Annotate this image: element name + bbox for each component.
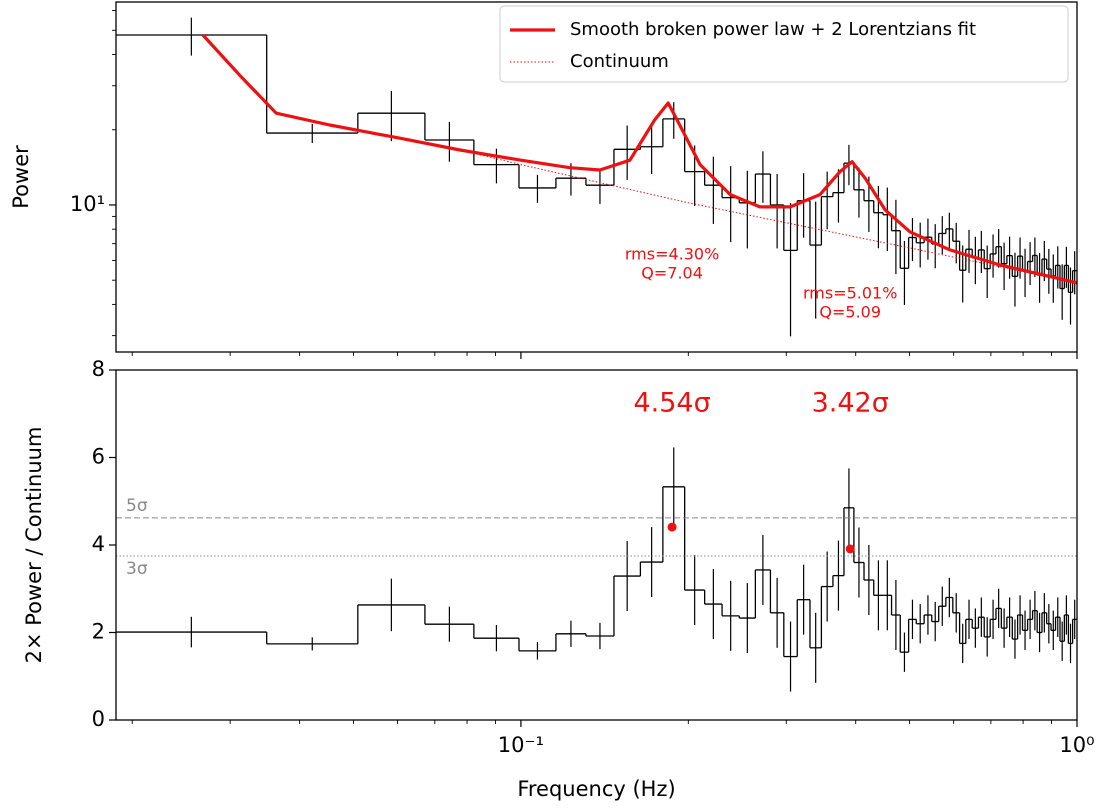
y-tick-label: 8	[92, 357, 105, 381]
fit-annotation: rms=4.30%	[625, 245, 719, 264]
significance-label: 3.42σ	[812, 388, 889, 419]
legend-box	[499, 5, 1069, 83]
model-curve	[202, 34, 1077, 284]
x-tick-label: 10⁰	[1059, 733, 1094, 757]
y-tick-label: 2	[92, 620, 105, 644]
plot-area	[116, 17, 1077, 337]
y-tick-label: 6	[92, 445, 105, 469]
significance-label: 4.54σ	[633, 388, 710, 419]
fit-annotation: rms=5.01%	[803, 284, 897, 303]
fit-annotation: Q=7.04	[641, 264, 703, 283]
peak-marker	[845, 544, 855, 554]
y-tick-label: 0	[92, 707, 105, 731]
peak-marker	[667, 522, 677, 532]
model-curve	[201, 33, 1077, 285]
y-axis-label: 2× Power / Continuum	[22, 427, 46, 664]
legend-label: Smooth broken power law + 2 Lorentzians …	[570, 19, 976, 40]
fit-annotation: Q=5.09	[819, 303, 881, 322]
plot-area	[116, 447, 1077, 692]
reference-label: 5σ	[126, 496, 148, 516]
x-tick-label: 10⁻¹	[498, 733, 544, 757]
x-axis-label: Frequency (Hz)	[517, 777, 675, 801]
y-axis-label: Power	[9, 145, 33, 209]
legend-label: Continuum	[570, 51, 669, 72]
axes-frame	[115, 369, 1078, 721]
axes-frame	[115, 1, 1078, 353]
y-tick-label: 4	[92, 532, 105, 556]
y-tick-label: 10¹	[70, 192, 105, 216]
reference-label: 3σ	[126, 559, 148, 579]
